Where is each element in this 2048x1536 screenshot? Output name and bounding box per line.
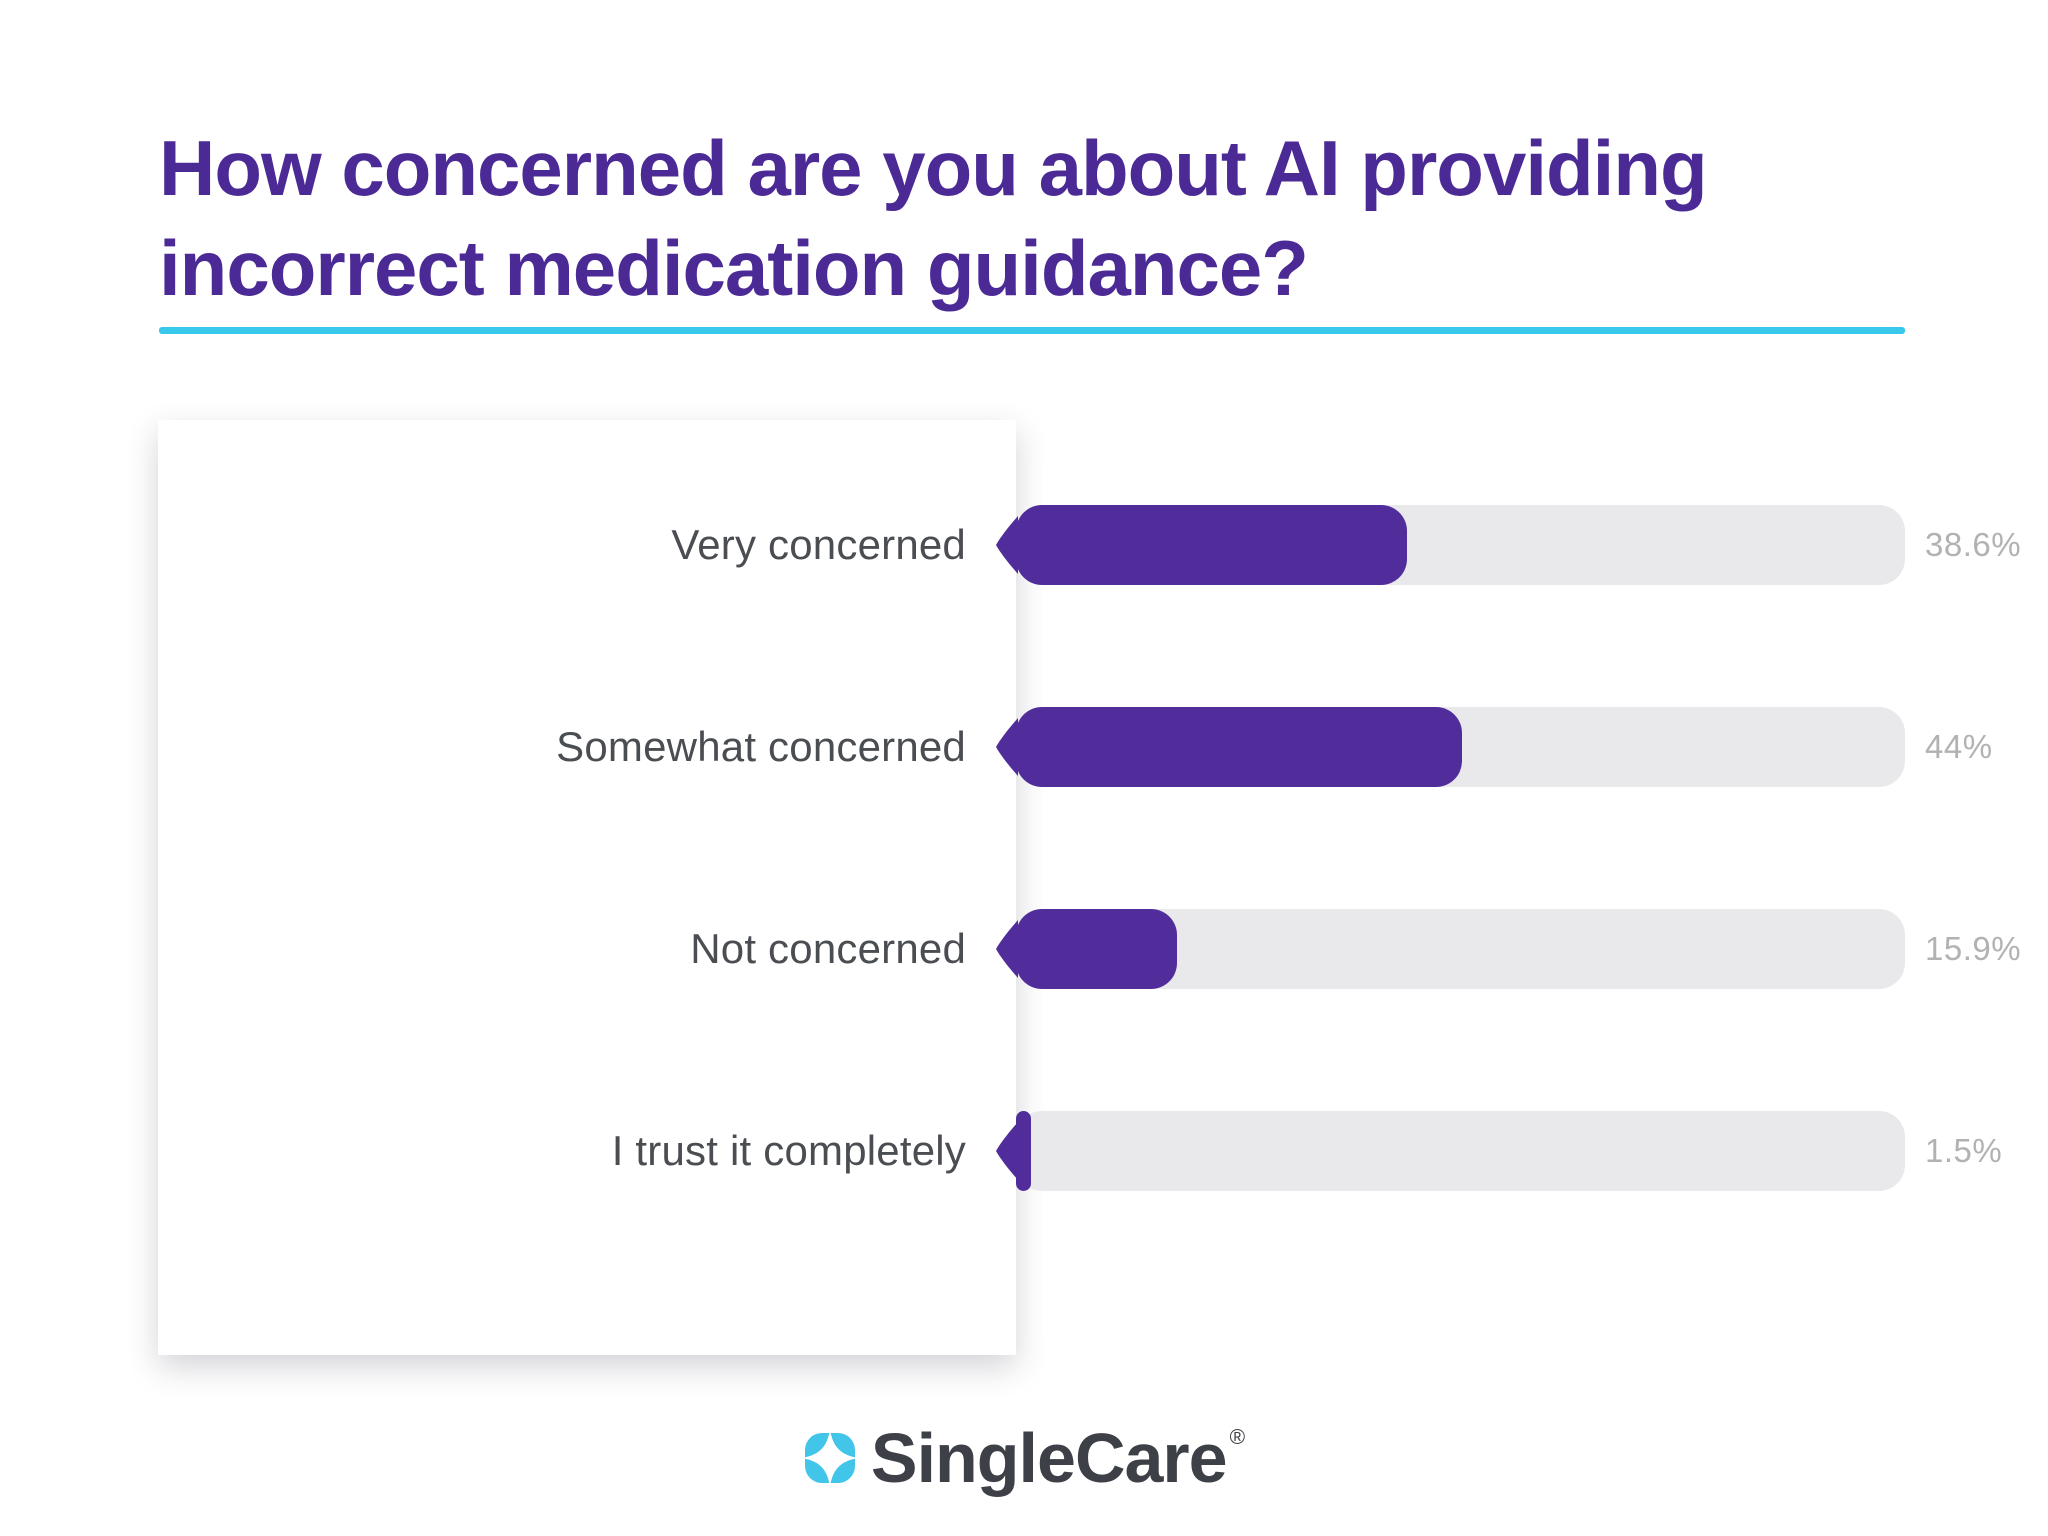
value-label: 1.5% <box>1925 1132 2003 1169</box>
bar-row: Very concerned 38.6% <box>0 505 2048 585</box>
category-label: Very concerned <box>671 521 966 568</box>
brand-footer: SingleCare ® <box>0 1418 2048 1498</box>
bar-fill <box>996 909 1178 989</box>
bar-track <box>996 505 1905 585</box>
bar-tail-icon <box>996 718 1018 776</box>
bar-row: Not concerned 15.9% <box>0 909 2048 989</box>
bar-tail-icon <box>996 920 1018 978</box>
bar-row: I trust it completely 1.5% <box>0 1111 2048 1191</box>
chart-title-line1: How concerned are you about AI providing <box>159 124 1708 212</box>
bar-fill <box>996 505 1408 585</box>
brand-name: SingleCare ® <box>870 1418 1246 1498</box>
chart-title-line2: incorrect medication guidance? <box>159 224 1309 312</box>
bar-tail-icon <box>996 516 1018 574</box>
bar-track <box>996 1111 1905 1191</box>
singlecare-logo-icon <box>803 1432 856 1484</box>
category-label: Somewhat concerned <box>556 723 966 770</box>
bar-track <box>996 707 1905 787</box>
title-underline <box>159 327 1905 334</box>
bar-fill <box>996 1111 1032 1191</box>
bar-tail-icon <box>996 1122 1018 1180</box>
bar-track <box>996 909 1905 989</box>
category-label: I trust it completely <box>611 1127 966 1174</box>
bar-chart: Very concerned 38.6% Somewhat concerned <box>0 505 2048 1313</box>
registered-mark: ® <box>1229 1426 1246 1449</box>
chart-title: How concerned are you about AI providing… <box>159 118 1708 318</box>
value-label: 44% <box>1925 728 1993 765</box>
brand-name-text: SingleCare <box>870 1419 1228 1497</box>
bar-row: Somewhat concerned 44% <box>0 707 2048 787</box>
value-label: 15.9% <box>1925 930 2022 967</box>
value-label: 38.6% <box>1925 526 2022 563</box>
bar-fill <box>996 707 1462 787</box>
labels-panel <box>158 420 1016 1355</box>
logo-star-cutout <box>803 1432 856 1484</box>
category-label: Not concerned <box>690 925 966 972</box>
